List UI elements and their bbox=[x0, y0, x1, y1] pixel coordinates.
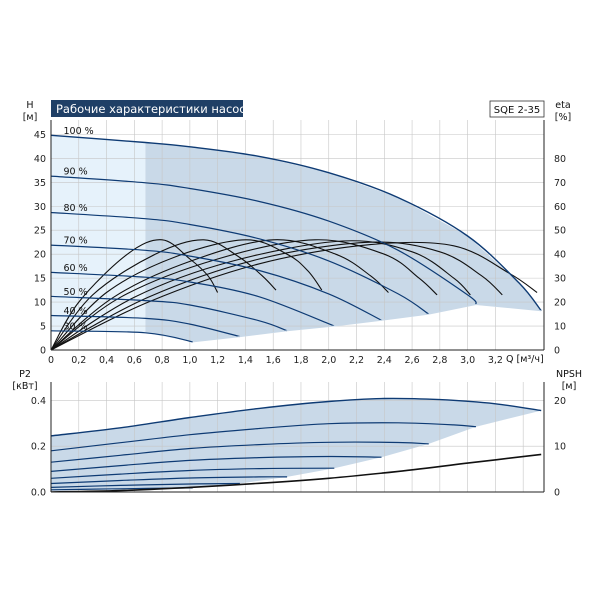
model-box bbox=[489, 100, 545, 118]
npsh-axis-unit: [м] bbox=[562, 381, 577, 392]
eta-tick-label: 10 bbox=[554, 322, 566, 333]
head-curve bbox=[51, 211, 430, 315]
head-axis-label: H bbox=[26, 100, 33, 111]
eta-tick-label: 60 bbox=[554, 202, 566, 213]
power-region bbox=[51, 398, 542, 490]
head-series-label: 70 % bbox=[63, 236, 87, 247]
power-axis-unit: [кВт] bbox=[12, 381, 37, 392]
power-curve bbox=[51, 422, 477, 452]
head-tick-label: 40 bbox=[34, 154, 46, 165]
head-series-label: 50 % bbox=[63, 287, 87, 298]
power-curve bbox=[51, 467, 335, 479]
head-tick-label: 5 bbox=[40, 322, 46, 333]
npsh-curve bbox=[51, 453, 542, 492]
head-tick-label: 15 bbox=[34, 274, 46, 285]
npsh-axis-label: NPSH bbox=[556, 369, 582, 380]
eta-tick-label: 0 bbox=[554, 346, 560, 357]
flow-tick-label: 2,4 bbox=[377, 355, 392, 366]
head-tick-label: 30 bbox=[34, 202, 46, 213]
flow-tick-label: 0,8 bbox=[155, 355, 170, 366]
head-curve bbox=[51, 330, 193, 343]
head-tick-label: 35 bbox=[34, 178, 46, 189]
flow-tick-label: 3,0 bbox=[460, 355, 475, 366]
power-curves bbox=[51, 397, 542, 492]
power-curve bbox=[51, 476, 288, 485]
low-flow-region bbox=[51, 135, 146, 333]
flow-tick-label: 2,6 bbox=[405, 355, 420, 366]
eta-axis-unit: [%] bbox=[555, 112, 571, 123]
flow-tick-label: 1,4 bbox=[238, 355, 253, 366]
efficiency-curve bbox=[51, 239, 389, 350]
eta-tick-label: 70 bbox=[554, 178, 566, 189]
power-tick-label: 0.2 bbox=[31, 442, 46, 453]
flow-tick-label: 1,0 bbox=[182, 355, 197, 366]
title-bar bbox=[51, 100, 243, 117]
flow-tick-label: 0,2 bbox=[71, 355, 86, 366]
model-label: SQE 2-35 bbox=[494, 105, 540, 116]
head-axis-unit: [м] bbox=[23, 112, 38, 123]
flow-tick-label: 0 bbox=[48, 355, 54, 366]
power-tick-label: 0.4 bbox=[31, 396, 46, 407]
efficiency-curve bbox=[51, 239, 438, 350]
eta-tick-label: 30 bbox=[554, 274, 566, 285]
head-plot: 100 % 90 % 80 % 70 % 60 % 50 % 40 % 30 % 0 5 10 15 2… bbox=[34, 120, 566, 366]
eta-tick-label: 80 bbox=[554, 154, 566, 165]
flow-tick-label: 2,8 bbox=[432, 355, 447, 366]
power-plot: 0.0 0.2 0.4 0 10 20 bbox=[31, 382, 566, 499]
efficiency-curve bbox=[51, 241, 503, 350]
eta-axis-label: eta bbox=[555, 100, 570, 111]
efficiency-curve bbox=[51, 239, 277, 350]
head-tick-label: 25 bbox=[34, 226, 46, 237]
flow-tick-label: 2,0 bbox=[321, 355, 336, 366]
power-curve bbox=[51, 455, 382, 472]
npsh-tick-label: 0 bbox=[554, 488, 560, 499]
efficiency-curve bbox=[51, 241, 538, 350]
chart-title: Рабочие характеристики насоса bbox=[56, 102, 253, 116]
efficiency-curve bbox=[51, 239, 219, 350]
head-series-label: 90 % bbox=[63, 167, 87, 178]
efficiency-curve bbox=[51, 240, 471, 350]
head-curves bbox=[51, 134, 542, 350]
power-axis-label: P2 bbox=[19, 369, 31, 380]
efficiency-curve bbox=[51, 239, 323, 350]
flow-tick-label: 2,2 bbox=[349, 355, 364, 366]
power-tick-label: 0.0 bbox=[31, 488, 46, 499]
head-curve bbox=[51, 134, 542, 312]
eta-tick-label: 40 bbox=[554, 250, 566, 261]
npsh-tick-label: 20 bbox=[554, 396, 566, 407]
head-tick-label: 0 bbox=[40, 346, 46, 357]
power-curve bbox=[51, 397, 542, 437]
head-tick-label: 20 bbox=[34, 250, 46, 261]
head-curve bbox=[51, 295, 288, 332]
head-series-label: 80 % bbox=[63, 203, 87, 214]
head-series-label: 40 % bbox=[63, 306, 87, 317]
head-series-label: 30 % bbox=[63, 321, 87, 332]
npsh-tick-label: 10 bbox=[554, 442, 566, 453]
head-curve bbox=[51, 314, 241, 338]
head-series-label: 60 % bbox=[63, 263, 87, 274]
power-curve bbox=[51, 482, 240, 488]
flow-tick-label: 1,6 bbox=[266, 355, 281, 366]
head-curve bbox=[51, 244, 382, 321]
head-tick-label: 10 bbox=[34, 298, 46, 309]
region-edge bbox=[192, 303, 542, 343]
power-curve bbox=[51, 441, 429, 463]
flow-tick-label: 1,2 bbox=[210, 355, 225, 366]
flow-tick-label: 0,6 bbox=[127, 355, 142, 366]
eta-tick-label: 50 bbox=[554, 226, 566, 237]
head-curve bbox=[51, 271, 335, 327]
head-curve bbox=[51, 175, 477, 305]
flow-axis-label: Q [м³/ч] bbox=[506, 354, 544, 365]
flow-tick-label: 0,4 bbox=[99, 355, 114, 366]
head-tick-label: 45 bbox=[34, 130, 46, 141]
flow-tick-label: 1,8 bbox=[293, 355, 308, 366]
flow-tick-label: 3,2 bbox=[488, 355, 503, 366]
head-series-label: 100 % bbox=[63, 126, 93, 137]
eta-tick-label: 20 bbox=[554, 298, 566, 309]
